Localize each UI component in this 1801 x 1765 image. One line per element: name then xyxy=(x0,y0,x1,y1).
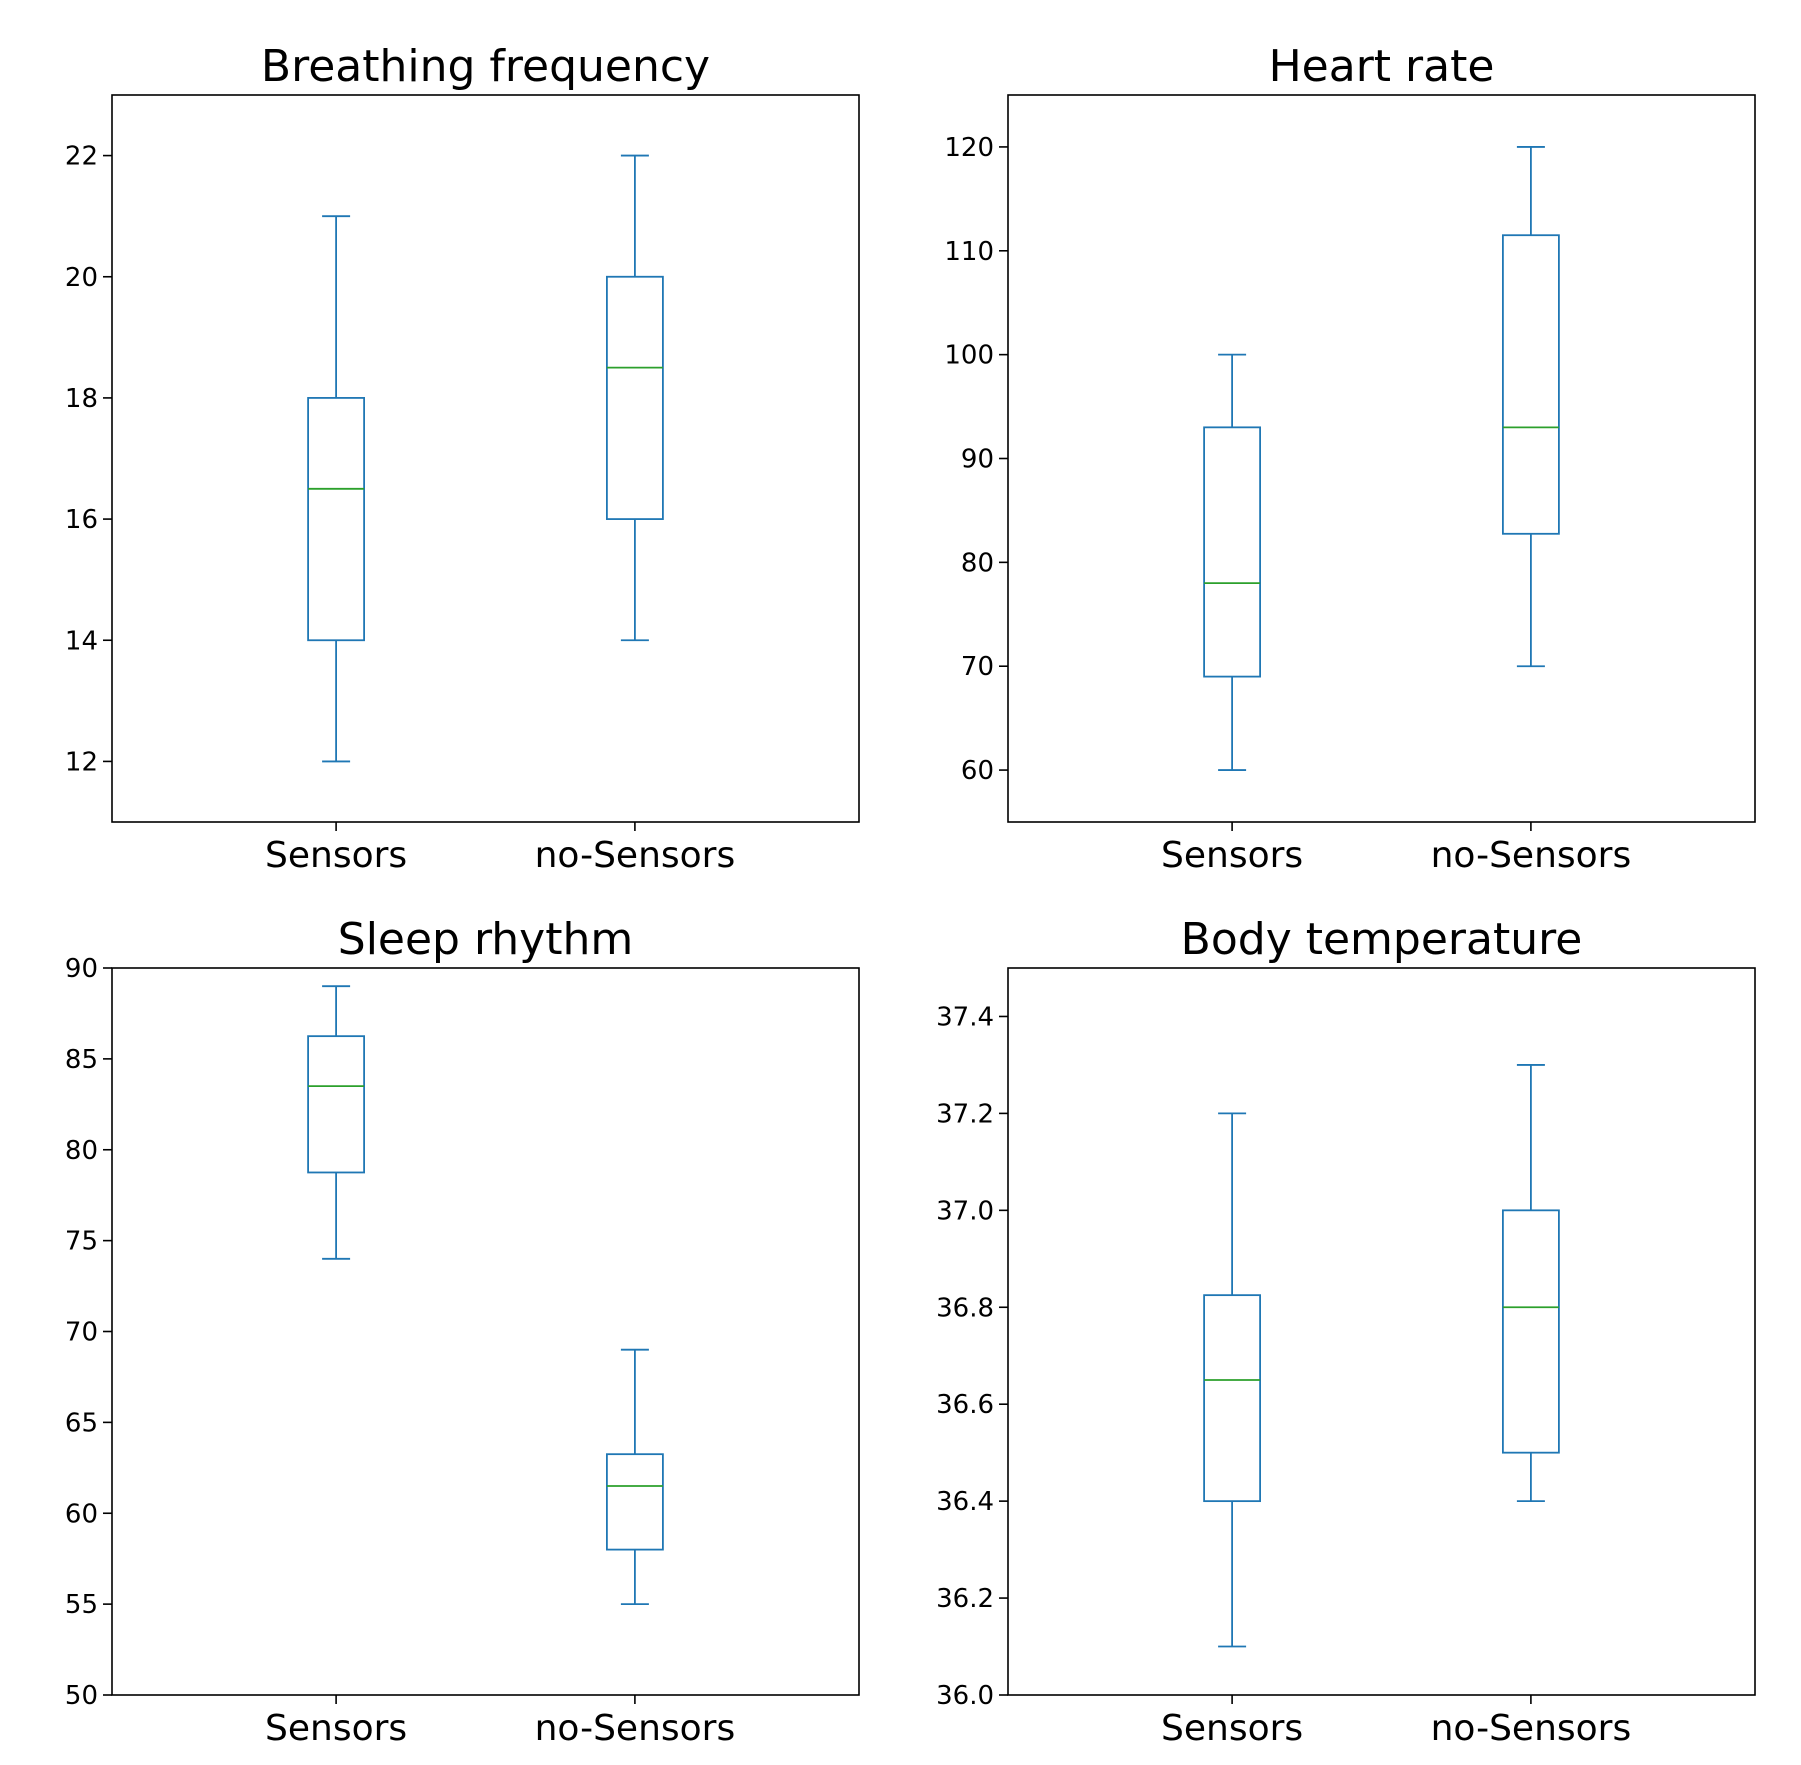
x-tick-label: no-Sensors xyxy=(1431,835,1632,876)
iqr-box xyxy=(606,1453,664,1551)
chart-title: Body temperature xyxy=(1181,914,1583,965)
x-tick-label: Sensors xyxy=(1161,835,1303,876)
chart-panel-1: Heart rate 60 70 80 90 100 110 120 Sensors no-Sen… xyxy=(944,41,1756,876)
y-tick-label: 60 xyxy=(961,756,994,786)
plot-frame xyxy=(111,967,860,1696)
plot-frame xyxy=(1007,967,1756,1696)
box-no-sensors xyxy=(1502,1064,1560,1503)
box-no-sensors xyxy=(606,1348,664,1606)
x-tick-label: no-Sensors xyxy=(535,1708,736,1749)
y-tick-label: 70 xyxy=(961,652,994,682)
x-tick-label: no-Sensors xyxy=(1431,1708,1632,1749)
x-tick-label: Sensors xyxy=(1161,1708,1303,1749)
y-tick-label: 37.0 xyxy=(936,1196,994,1226)
y-tick-label: 80 xyxy=(961,548,994,578)
box-no-sensors xyxy=(1502,146,1560,668)
y-tick-label: 37.4 xyxy=(936,1002,994,1032)
y-tick-label: 36.0 xyxy=(936,1681,994,1711)
y-tick-label: 18 xyxy=(65,384,98,414)
y-tick-label: 65 xyxy=(65,1408,98,1438)
chart-panel-0: Breathing frequency 12 14 16 18 20 22 Sensors no… xyxy=(65,41,860,876)
y-tick-label: 22 xyxy=(65,142,98,172)
y-tick-label: 14 xyxy=(65,626,98,656)
y-tick-label: 70 xyxy=(65,1318,98,1348)
y-tick-label: 36.4 xyxy=(936,1487,994,1517)
iqr-box xyxy=(307,397,366,642)
iqr-box xyxy=(606,275,664,520)
chart-title: Breathing frequency xyxy=(261,41,710,92)
y-tick-label: 85 xyxy=(65,1045,98,1075)
y-tick-label: 37.2 xyxy=(936,1099,994,1129)
chart-title: Sleep rhythm xyxy=(338,914,633,965)
x-tick-label: Sensors xyxy=(265,1708,407,1749)
chart-panel-3: Body temperature 36.0 36.2 36.4 36.6 36.8 37.0… xyxy=(936,914,1756,1749)
x-tick-label: Sensors xyxy=(265,835,407,876)
y-tick-label: 110 xyxy=(944,237,994,267)
iqr-box xyxy=(1203,426,1261,678)
y-tick-label: 75 xyxy=(65,1227,98,1257)
chart-panel-2: Sleep rhythm 50 55 60 65 70 75 80 85 90 Sensors no-… xyxy=(65,914,860,1749)
y-tick-label: 12 xyxy=(65,747,98,777)
y-tick-label: 90 xyxy=(65,954,98,984)
y-tick-label: 50 xyxy=(65,1681,98,1711)
y-tick-label: 36.2 xyxy=(936,1584,994,1614)
plot-frame xyxy=(111,94,860,823)
y-tick-label: 16 xyxy=(65,505,98,535)
box-sensors xyxy=(1203,353,1261,771)
y-tick-label: 55 xyxy=(65,1590,98,1620)
y-tick-label: 36.8 xyxy=(936,1293,994,1323)
y-tick-label: 60 xyxy=(65,1499,98,1529)
box-sensors xyxy=(1203,1112,1261,1648)
y-tick-label: 120 xyxy=(944,133,994,163)
plot-frame xyxy=(1007,94,1756,823)
y-tick-label: 90 xyxy=(961,445,994,475)
y-tick-label: 100 xyxy=(944,341,994,371)
iqr-box xyxy=(1502,234,1560,535)
y-tick-label: 36.6 xyxy=(936,1390,994,1420)
iqr-box xyxy=(1502,1209,1560,1454)
chart-title: Heart rate xyxy=(1269,41,1495,92)
iqr-box xyxy=(1203,1294,1261,1503)
y-tick-label: 20 xyxy=(65,263,98,293)
iqr-box xyxy=(307,1035,366,1174)
y-tick-label: 80 xyxy=(65,1136,98,1166)
box-no-sensors xyxy=(606,154,664,642)
box-sensors xyxy=(307,985,366,1260)
box-sensors xyxy=(307,215,366,763)
x-tick-label: no-Sensors xyxy=(535,835,736,876)
